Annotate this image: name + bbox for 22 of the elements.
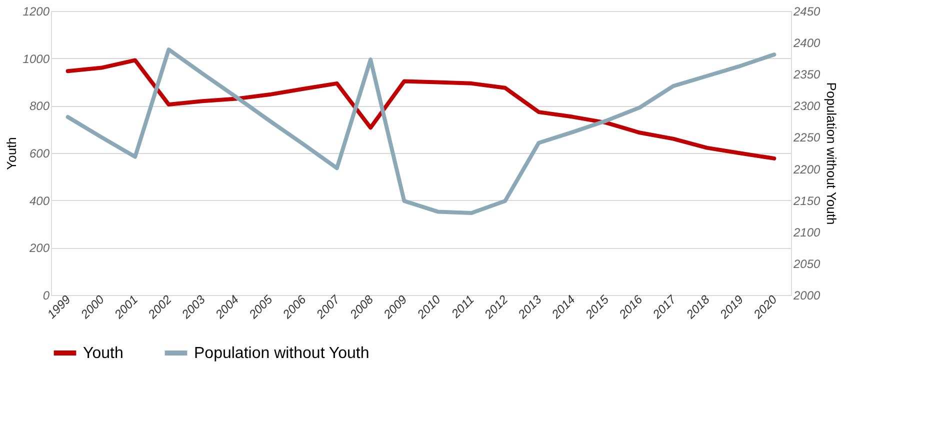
- y-tick-label: 0: [42, 288, 50, 302]
- y2-tick-label: 2300: [792, 99, 821, 114]
- line-series: [66, 58, 776, 160]
- y2-tick-label: 2100: [792, 225, 821, 240]
- y-tick-label: 1200: [22, 4, 50, 18]
- y2-tick-label: 2450: [792, 4, 821, 18]
- y2-tick-label: 2250: [792, 130, 821, 145]
- y-tick-label: 600: [29, 146, 50, 160]
- y-tick-label: 800: [29, 99, 50, 114]
- y2-tick-label: 2350: [792, 68, 821, 82]
- y2-tick-label: 2200: [792, 162, 821, 176]
- y-tick-label: 400: [29, 194, 50, 208]
- y2-axis-title: Population without Youth: [824, 82, 840, 225]
- y2-tick-label: 2050: [792, 256, 821, 271]
- legend-label: Population without Youth: [194, 345, 370, 362]
- legend-label: Youth: [83, 345, 124, 362]
- line-series: [66, 48, 776, 215]
- y2-tick-label: 2400: [792, 36, 821, 50]
- y-tick-label: 200: [28, 241, 50, 256]
- y-tick-label: 1000: [22, 52, 50, 66]
- y-axis-title: Youth: [4, 137, 19, 170]
- y2-tick-label: 2150: [792, 194, 821, 208]
